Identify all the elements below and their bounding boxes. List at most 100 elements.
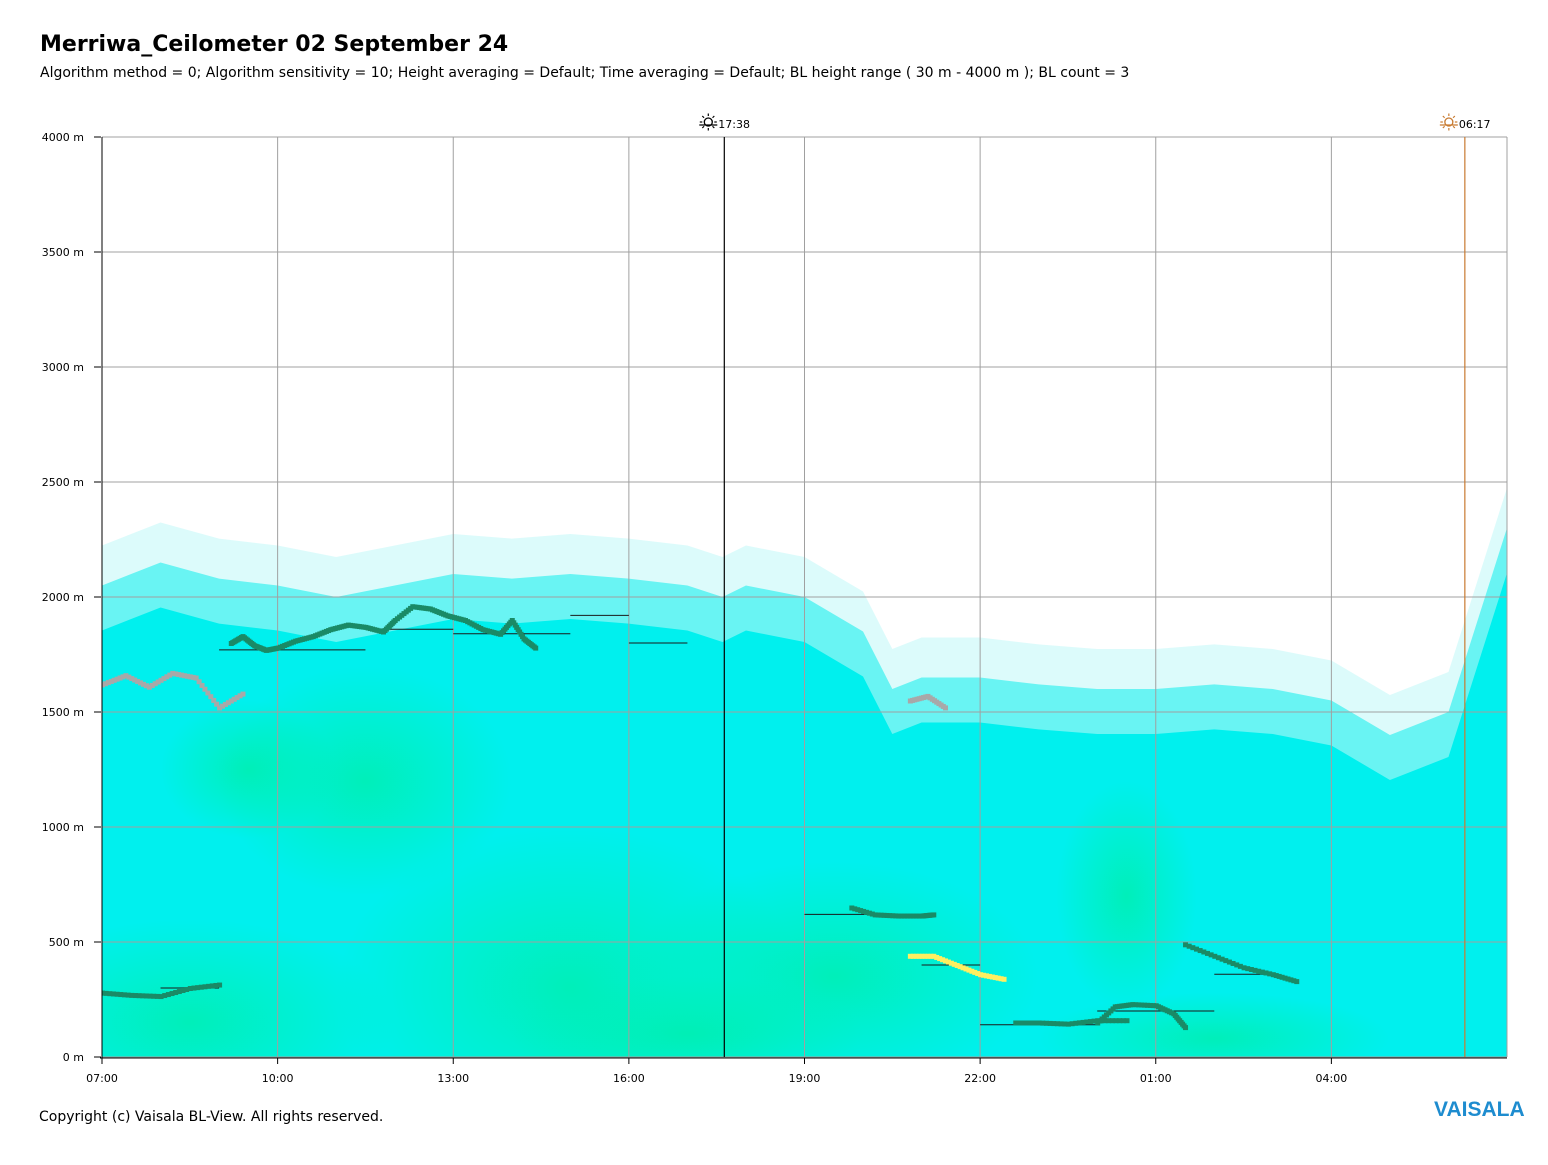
- bl-point: [1197, 948, 1203, 954]
- bl-point: [919, 953, 925, 959]
- bl-point: [1120, 1018, 1126, 1024]
- bl-point: [1144, 1002, 1150, 1008]
- bl-point: [1279, 974, 1285, 980]
- bl-point: [869, 911, 875, 917]
- bl-point: [1124, 1018, 1130, 1024]
- bl-point: [211, 697, 217, 703]
- bl-point: [1276, 973, 1282, 979]
- bl-point: [1024, 1020, 1030, 1026]
- bl-point: [1030, 1020, 1036, 1026]
- bl-point: [125, 992, 131, 998]
- bl-point: [1193, 946, 1199, 952]
- bl-point: [855, 907, 861, 913]
- bl-point: [158, 994, 164, 1000]
- bl-point: [151, 993, 157, 999]
- bl-point: [105, 680, 111, 686]
- sunrise-icon: [1439, 113, 1458, 131]
- x-axis-ticks: 07:00 10:00 13:00 16:00 19:00 22:00 01:00 04:00: [86, 1058, 1347, 1085]
- bl-point: [217, 705, 223, 711]
- chart-subtitle: Algorithm method = 0; Algorithm sensitiv…: [40, 65, 1130, 81]
- bl-point: [237, 693, 243, 699]
- bl-point: [975, 971, 981, 977]
- bl-point: [1016, 1020, 1022, 1026]
- bl-point: [195, 985, 201, 991]
- bl-point: [1270, 972, 1276, 978]
- bl-point: [1259, 969, 1265, 975]
- bl-point: [126, 674, 132, 680]
- bl-point: [1282, 975, 1288, 981]
- bl-point: [972, 969, 978, 975]
- bl-point: [170, 670, 176, 676]
- bl-point: [1051, 1021, 1057, 1027]
- bl-point: [1201, 949, 1207, 955]
- bl-point: [863, 909, 869, 915]
- bl-point: [981, 972, 987, 978]
- bl-point: [934, 954, 940, 960]
- bl-point: [155, 679, 161, 685]
- bl-point: [989, 974, 995, 980]
- sun-event-lines: 17:38 06:17: [699, 113, 1491, 1057]
- bl-point: [102, 990, 105, 996]
- bl-point: [1069, 1021, 1075, 1027]
- bl-point: [152, 681, 158, 687]
- sunset-icon: [699, 113, 718, 131]
- bl-point: [199, 682, 205, 688]
- bl-point: [1087, 1019, 1093, 1025]
- bl-point: [910, 913, 916, 919]
- bl-point: [1058, 1021, 1064, 1027]
- bl-point: [916, 953, 922, 959]
- bl-point: [143, 683, 149, 689]
- bl-point: [858, 908, 864, 914]
- bl-point: [957, 964, 963, 970]
- bl-point: [1019, 1020, 1025, 1026]
- bl-point: [1102, 1018, 1108, 1024]
- bl-point: [129, 676, 135, 682]
- bl-point: [943, 958, 948, 964]
- bl-point: [1256, 968, 1262, 974]
- x-tick-label: 22:00: [964, 1072, 996, 1085]
- y-tick-label: 4000 m: [42, 131, 84, 144]
- bl-point: [966, 967, 972, 973]
- bl-point: [217, 982, 223, 988]
- bl-point: [140, 993, 146, 999]
- bl-point: [206, 983, 212, 989]
- bl-point: [940, 957, 946, 963]
- bl-point: [1288, 977, 1294, 983]
- bl-point: [943, 705, 948, 711]
- bl-point: [231, 696, 237, 702]
- y-tick-label: 3000 m: [42, 361, 84, 374]
- bl-point: [916, 913, 922, 919]
- bl-point: [202, 984, 208, 990]
- bl-point: [893, 913, 899, 919]
- x-tick-label: 10:00: [262, 1072, 294, 1085]
- bl-point: [147, 993, 153, 999]
- bl-point: [861, 908, 867, 914]
- bl-point: [998, 976, 1004, 982]
- vaisala-logo: VAISALA: [1434, 1098, 1525, 1121]
- bl-point: [928, 953, 934, 959]
- bl-point: [1147, 1002, 1153, 1008]
- bl-point: [931, 912, 937, 918]
- backscatter-dense-patch: [511, 976, 863, 1057]
- bl-point: [907, 953, 913, 959]
- bl-point: [983, 973, 989, 979]
- bl-point: [1294, 979, 1300, 985]
- bl-point: [176, 672, 182, 678]
- bl-point: [1219, 956, 1225, 962]
- y-tick-label: 3500 m: [42, 246, 84, 259]
- bl-point: [120, 674, 126, 680]
- bl-point: [208, 694, 214, 700]
- backscatter-dense-patch: [102, 919, 395, 1057]
- bl-point: [1076, 1020, 1082, 1026]
- bl-point: [1065, 1021, 1071, 1027]
- bl-point: [910, 953, 916, 959]
- bl-point: [1245, 966, 1251, 972]
- bl-point: [887, 913, 893, 919]
- bl-point: [902, 913, 908, 919]
- bl-point: [1263, 970, 1269, 976]
- bl-point: [913, 913, 919, 919]
- bl-point: [129, 992, 135, 998]
- bl-point: [1130, 1002, 1136, 1008]
- x-tick-label: 13:00: [437, 1072, 469, 1085]
- bl-point: [954, 963, 960, 968]
